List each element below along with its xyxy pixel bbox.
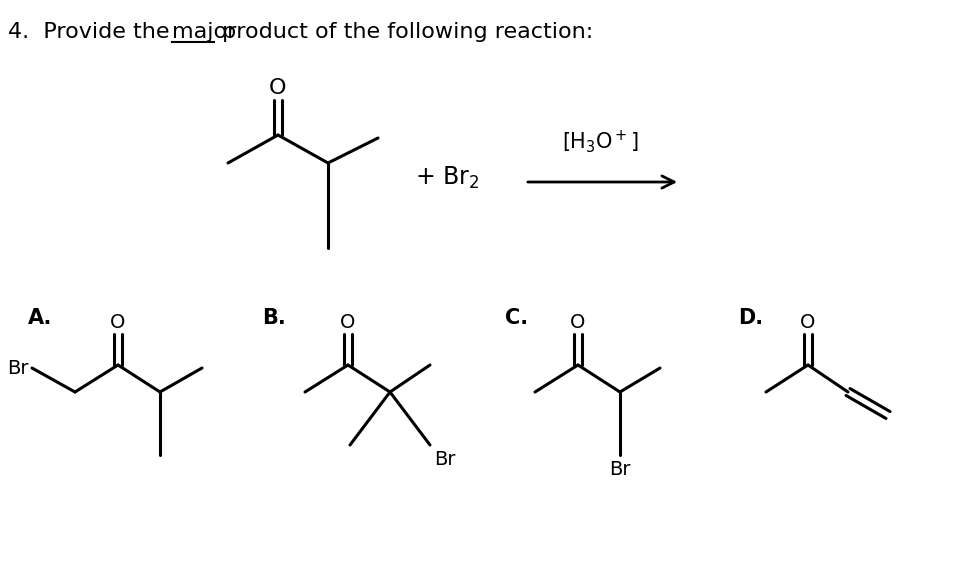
- Text: O: O: [269, 78, 287, 98]
- Text: C.: C.: [505, 308, 527, 328]
- Text: product of the following reaction:: product of the following reaction:: [215, 22, 593, 42]
- Text: O: O: [110, 313, 126, 332]
- Text: D.: D.: [737, 308, 763, 328]
- Text: O: O: [340, 313, 356, 332]
- Text: $+$ Br$_2$: $+$ Br$_2$: [415, 165, 479, 191]
- Text: Br: Br: [433, 450, 455, 469]
- Text: 4.  Provide the: 4. Provide the: [8, 22, 176, 42]
- Text: major: major: [172, 22, 236, 42]
- Text: A.: A.: [28, 308, 52, 328]
- Text: B.: B.: [262, 308, 286, 328]
- Text: [H$_3$O$^+$]: [H$_3$O$^+$]: [561, 128, 638, 155]
- Text: O: O: [570, 313, 585, 332]
- Text: Br: Br: [8, 359, 29, 378]
- Text: O: O: [799, 313, 815, 332]
- Text: Br: Br: [609, 460, 630, 479]
